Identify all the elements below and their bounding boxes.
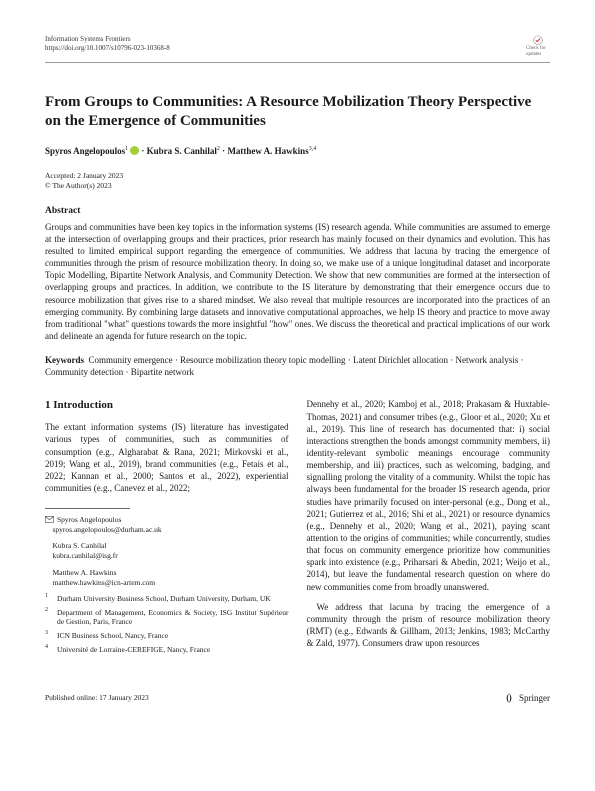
affiliation-4: 4Université de Lorraine-CEREFIGE, Nancy,… <box>45 645 289 655</box>
crossmark-icon <box>531 35 545 46</box>
author-2: Kubra S. Canhilal <box>147 146 217 156</box>
intro-para-right-1: Dennehy et al., 2020; Kamboj et al., 201… <box>307 398 551 592</box>
intro-para-right-2: We address that lacuna by tracing the em… <box>307 601 551 650</box>
keywords-label: Keywords <box>45 355 84 365</box>
journal-name: Information Systems Frontiers <box>45 35 170 44</box>
affiliation-3: 3ICN Business School, Nancy, France <box>45 631 289 641</box>
springer-icon <box>503 692 515 704</box>
keywords-text: Community emergence · Resource mobilizat… <box>45 355 523 377</box>
footnote-rule <box>45 508 130 509</box>
corr-author-2: Kubra S. Canhilal kubra.canhilal@isg.fr <box>45 541 289 561</box>
corr-author-1: Spyros Angelopoulos spyros.angelopoulos@… <box>45 515 289 535</box>
author-3: Matthew A. Hawkins <box>227 146 308 156</box>
corr-author-3: Matthew A. Hawkins matthew.hawkins@icn-a… <box>45 568 289 588</box>
author-1: Spyros Angelopoulos <box>45 146 125 156</box>
article-title: From Groups to Communities: A Resource M… <box>45 93 550 131</box>
corr-email-3[interactable]: matthew.hawkins@icn-artem.com <box>53 578 156 587</box>
affiliation-1: 1Durham University Business School, Durh… <box>45 594 289 604</box>
doi-link[interactable]: https://doi.org/10.1007/s10796-023-10368… <box>45 44 170 53</box>
publisher-badge: Springer <box>503 692 550 704</box>
author-list: Spyros Angelopoulos1 · Kubra S. Canhilal… <box>45 145 550 157</box>
affiliation-2: 2Department of Management, Economics & S… <box>45 608 289 628</box>
copyright: © The Author(s) 2023 <box>45 181 550 191</box>
corr-email-1[interactable]: spyros.angelopoulos@durham.ac.uk <box>53 525 162 534</box>
header-rule <box>45 62 550 63</box>
published-online: Published online: 17 January 2023 <box>45 693 149 703</box>
keywords: Keywords Community emergence · Resource … <box>45 354 550 378</box>
abstract-body: Groups and communities have been key top… <box>45 221 550 342</box>
orcid-icon[interactable] <box>130 146 139 155</box>
envelope-icon <box>45 516 54 523</box>
section-1-heading: 1 Introduction <box>45 398 289 413</box>
check-updates-badge[interactable]: Check for updates <box>526 35 550 59</box>
abstract-heading: Abstract <box>45 205 550 218</box>
accepted-date: Accepted: 2 January 2023 <box>45 171 550 181</box>
intro-para-left: The extant information systems (IS) lite… <box>45 421 289 494</box>
check-updates-label: Check for updates <box>526 46 550 60</box>
corr-email-2[interactable]: kubra.canhilal@isg.fr <box>53 551 118 560</box>
